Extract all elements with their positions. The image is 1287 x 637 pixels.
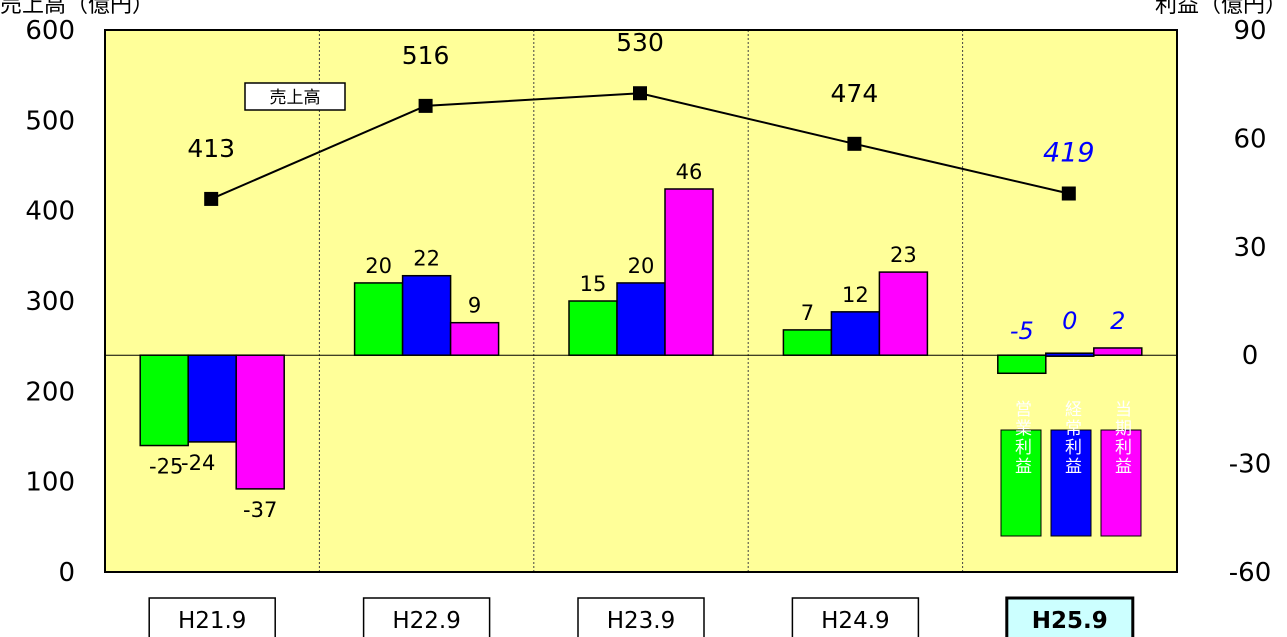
bar-data-label: 46: [676, 160, 703, 184]
bar-ordinary-profit: [616, 282, 666, 356]
right-tick-label: 60: [1233, 124, 1266, 154]
bar-data-label: 22: [413, 247, 440, 271]
sales-series-tag-box: [244, 82, 346, 111]
sales-data-label: 419: [1043, 138, 1095, 169]
left-tick-label: 0: [58, 558, 75, 588]
bar-ordinary-profit: [830, 311, 881, 356]
bar-net-profit: [878, 271, 929, 356]
bar-operating-profit: [997, 354, 1047, 375]
right-tick-label: 0: [1242, 341, 1259, 371]
category-label: H22.9: [392, 608, 461, 634]
category-label: H24.9: [821, 608, 890, 634]
right-tick-label: 90: [1233, 16, 1266, 46]
left-tick-label: 300: [25, 287, 75, 317]
bar-data-label: 12: [842, 283, 869, 307]
sales-data-label: 474: [831, 79, 879, 108]
bar-data-label: -24: [181, 451, 215, 475]
legend-label: 当期利益: [1111, 400, 1132, 476]
sales-data-label: 516: [402, 41, 450, 70]
category-label-box: [791, 597, 920, 637]
legend-swatch: [1000, 429, 1042, 537]
bar-net-profit: [449, 321, 500, 356]
category-label-box: [577, 597, 705, 637]
category-label-box: [1005, 596, 1135, 637]
bar-net-profit: [664, 188, 714, 356]
sales-marker: [633, 86, 647, 101]
legend-swatch: [1100, 429, 1142, 537]
right-tick-label: -60: [1229, 558, 1271, 588]
left-tick-label: 600: [25, 16, 75, 46]
bar-data-label: 2: [1110, 307, 1125, 335]
bar-ordinary-profit: [187, 354, 237, 443]
bar-data-label: 15: [580, 272, 607, 296]
bar-net-profit: [235, 354, 285, 490]
sales-data-label: 530: [616, 28, 664, 57]
sales-marker: [847, 136, 862, 151]
bar-data-label: 0: [1062, 307, 1077, 335]
category-label: H21.9: [178, 608, 247, 634]
legend-swatch: [1050, 429, 1092, 537]
bar-data-label: 9: [468, 294, 481, 318]
bar-data-label: 23: [890, 243, 917, 267]
sales-marker: [418, 98, 433, 113]
plot-border: [104, 29, 1178, 573]
sales-marker: [1061, 186, 1076, 201]
category-label: H25.9: [1032, 608, 1108, 634]
bar-data-label: 7: [801, 301, 814, 325]
sales-marker: [204, 191, 219, 206]
left-axis-title: 売上高（億円）: [0, 0, 154, 18]
legend-label: 経常利益: [1061, 400, 1082, 476]
right-tick-label: -30: [1229, 450, 1271, 480]
category-label: H23.9: [607, 608, 676, 634]
bar-data-label: 20: [365, 254, 392, 278]
bar-data-label: 20: [628, 254, 655, 278]
bar-data-label: -5: [1010, 317, 1034, 345]
legend-label: 営業利益: [1011, 400, 1032, 476]
bar-operating-profit: [568, 300, 618, 356]
bar-net-profit: [1093, 347, 1143, 356]
bar-ordinary-profit: [1045, 352, 1095, 357]
bar-operating-profit: [139, 354, 189, 447]
bar-ordinary-profit: [401, 274, 452, 356]
left-tick-label: 100: [25, 468, 75, 498]
bar-data-label: -37: [243, 498, 277, 522]
category-label-box: [148, 597, 276, 637]
sales-data-label: 413: [187, 134, 235, 163]
left-tick-label: 500: [25, 106, 75, 136]
bar-operating-profit: [782, 329, 833, 356]
category-label-box: [362, 597, 491, 637]
left-tick-label: 400: [25, 197, 75, 227]
right-tick-label: 30: [1233, 233, 1266, 263]
sales-series-tag: 売上高: [270, 88, 321, 108]
bar-operating-profit: [353, 282, 404, 356]
bar-data-label: -25: [149, 455, 183, 479]
right-axis-title: 利益（億円）: [1155, 0, 1287, 18]
left-tick-label: 200: [25, 377, 75, 407]
